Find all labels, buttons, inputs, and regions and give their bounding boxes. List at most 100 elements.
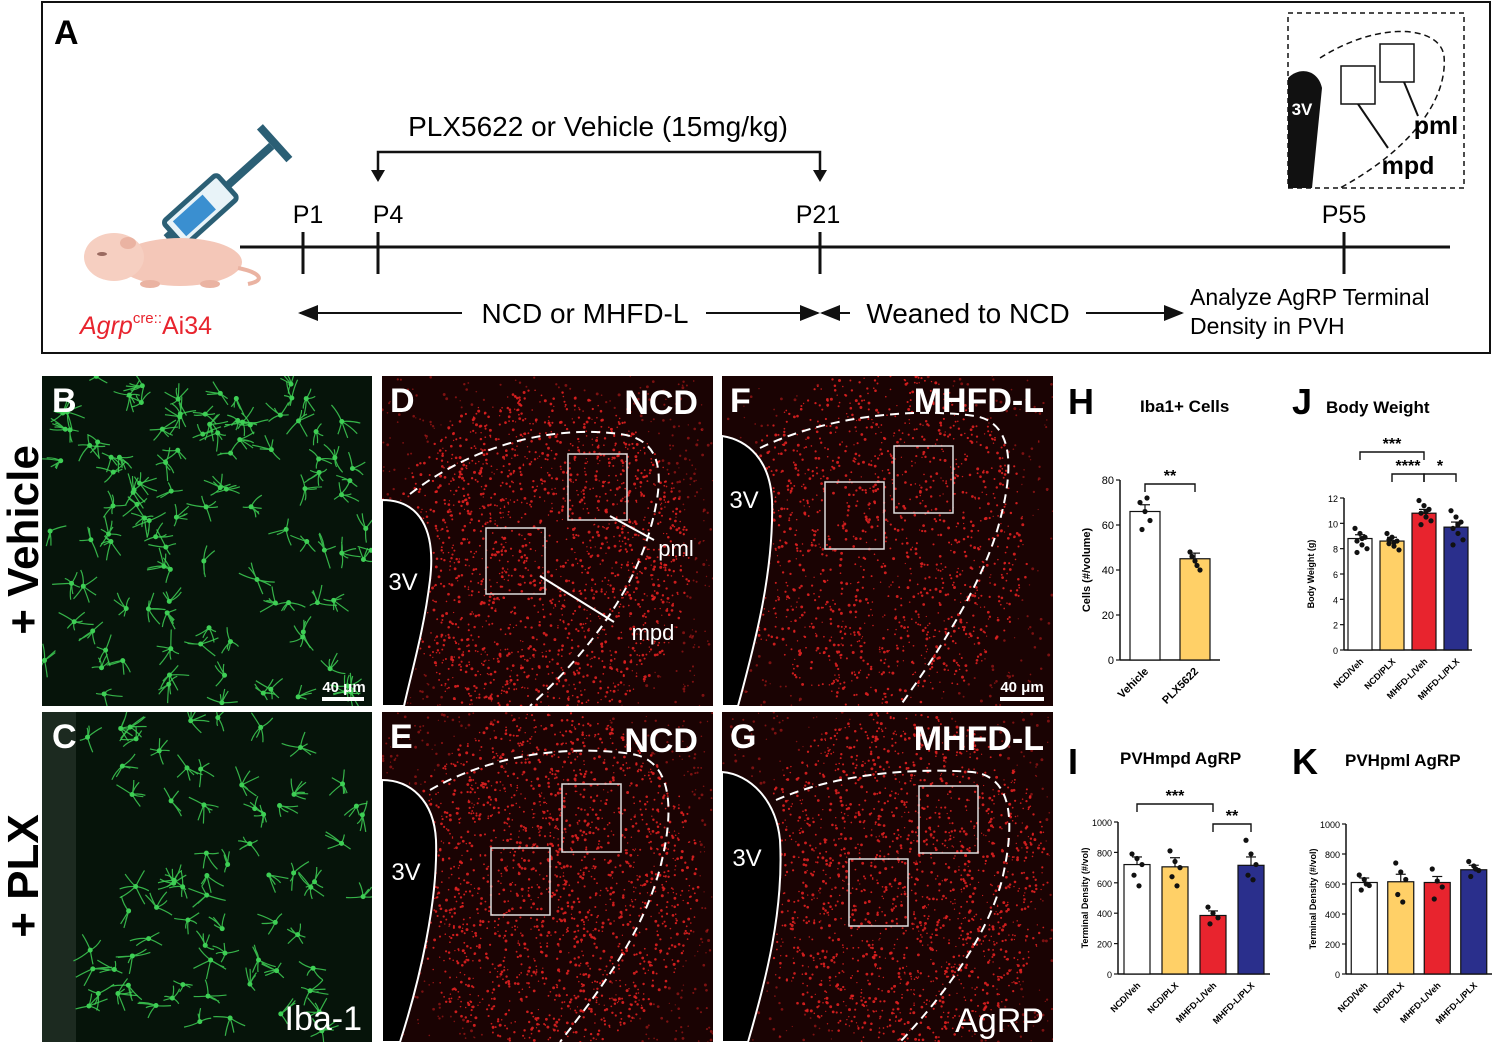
microglia-cell [125, 473, 144, 509]
microglia-cell [336, 474, 358, 496]
microglia-cell [195, 625, 217, 643]
microglia-cell [95, 688, 123, 706]
chart-j: Body Weight 0 2 4 6 8 10 12 Body Weight (g) NCD/V… [1306, 398, 1472, 702]
data-point [1357, 530, 1363, 537]
data-point [1129, 851, 1135, 857]
microglia-cell [122, 496, 148, 517]
microglia-cell [75, 966, 113, 987]
data-point [1418, 522, 1424, 528]
data-point [1192, 558, 1198, 564]
micrograph-b: B 40 μm [42, 376, 372, 706]
marker-label-iba1: Iba-1 [285, 1000, 363, 1038]
data-point [1248, 851, 1254, 857]
bar [1179, 558, 1211, 661]
panel-letter-b: B [52, 382, 77, 420]
microglia-cell [183, 1007, 212, 1028]
microglia-cell [115, 948, 151, 975]
microglia-cell [158, 675, 178, 704]
microglia-cell [308, 448, 337, 469]
microglia-cell [173, 503, 190, 527]
bar [1350, 881, 1378, 975]
microglia-cell [213, 1015, 246, 1036]
microglia-cell [96, 634, 112, 667]
diet-label: NCD or MHFD-L [482, 298, 689, 329]
microglia-cell [243, 795, 266, 815]
microglia-cell [261, 961, 285, 979]
microglia-cell [203, 473, 231, 496]
data-point [1453, 514, 1459, 520]
drug-bracket [376, 150, 822, 172]
mpd-box-d [485, 527, 546, 595]
microglia-cell [317, 532, 336, 569]
microglia-cell [234, 766, 260, 797]
y-tick-label: 20 [1102, 610, 1114, 622]
pvh-boundary-g [775, 769, 1011, 1043]
microglia-cell [277, 803, 299, 817]
microglia-cell [119, 870, 150, 905]
microglia-cell [184, 636, 219, 657]
inset-3v-label: 3V [1292, 100, 1313, 119]
microglia-cell [221, 848, 231, 873]
microglia-cell [215, 712, 225, 732]
panel-letter-c: C [52, 718, 77, 756]
microglia-cell [73, 569, 98, 603]
significance-bracket [1212, 823, 1252, 832]
data-point [1243, 837, 1249, 843]
microglia-cell [187, 712, 210, 734]
data-point [1428, 518, 1434, 524]
microglia-cell [330, 404, 361, 439]
y-axis-label: Terminal Density (#/vol) [1080, 848, 1090, 949]
bar [1237, 864, 1265, 975]
marker-label-agrp: AgRP [955, 1002, 1044, 1040]
row-label-plx: + PLX [0, 814, 48, 938]
microglia-cell [212, 942, 240, 963]
significance-label: **** [1396, 458, 1422, 475]
panel-letter-k: K [1292, 741, 1318, 782]
microglia-cell [157, 557, 173, 583]
microglia-cell [188, 796, 219, 824]
microglia-cell [78, 621, 104, 645]
pvh-boundary-d [409, 430, 660, 707]
data-point [1144, 495, 1150, 501]
microglia-cell [245, 967, 257, 991]
panel-letter-e: E [390, 718, 413, 756]
panel-letter-d: D [390, 382, 415, 420]
panel-a-frame [41, 1, 1491, 354]
microglia-cell [91, 653, 110, 671]
y-tick-label: 60 [1102, 520, 1114, 532]
microglia-cell [265, 402, 290, 423]
microglia-cell [58, 611, 94, 631]
data-point [1418, 510, 1424, 516]
microglia-cell [251, 944, 276, 973]
data-point [1359, 535, 1365, 542]
microglia-cell [254, 678, 276, 701]
data-point [1131, 872, 1137, 878]
microglia-cell [309, 584, 338, 607]
data-point [1177, 865, 1183, 871]
microglia-cell [290, 534, 316, 553]
third-ventricle-d [381, 498, 433, 707]
microglia-cell [106, 658, 131, 675]
data-point [1450, 525, 1456, 532]
data-point [1359, 542, 1365, 548]
data-point [1210, 910, 1216, 916]
microglia-cell [99, 515, 122, 547]
y-axis-label: Terminal Density (#/vol) [1308, 849, 1318, 950]
y-tick-label: 600 [1097, 879, 1112, 889]
iba1-cells-b [42, 376, 372, 706]
microglia-cell [300, 979, 329, 1006]
mpd-pointer-d [539, 575, 615, 623]
microglia-cell [304, 468, 328, 486]
micrograph-g: 3V G MHFD-L AgRP [721, 712, 1053, 1043]
ventricle-label-g: 3V [732, 845, 761, 872]
bar [1129, 510, 1161, 661]
x-tick-label: PLX5622 [1160, 666, 1201, 707]
chart-i: PVHmpd AgRP 0 200 400 600 800 1000 Terminal Den… [1080, 749, 1270, 1026]
microglia-cell [161, 608, 177, 630]
third-ventricle-f [721, 434, 774, 707]
y-tick-label: 400 [1097, 909, 1112, 919]
microglia-cell [328, 769, 348, 796]
bar [1161, 866, 1189, 975]
microglia-cell [96, 460, 127, 483]
microglia-cell [356, 513, 372, 543]
